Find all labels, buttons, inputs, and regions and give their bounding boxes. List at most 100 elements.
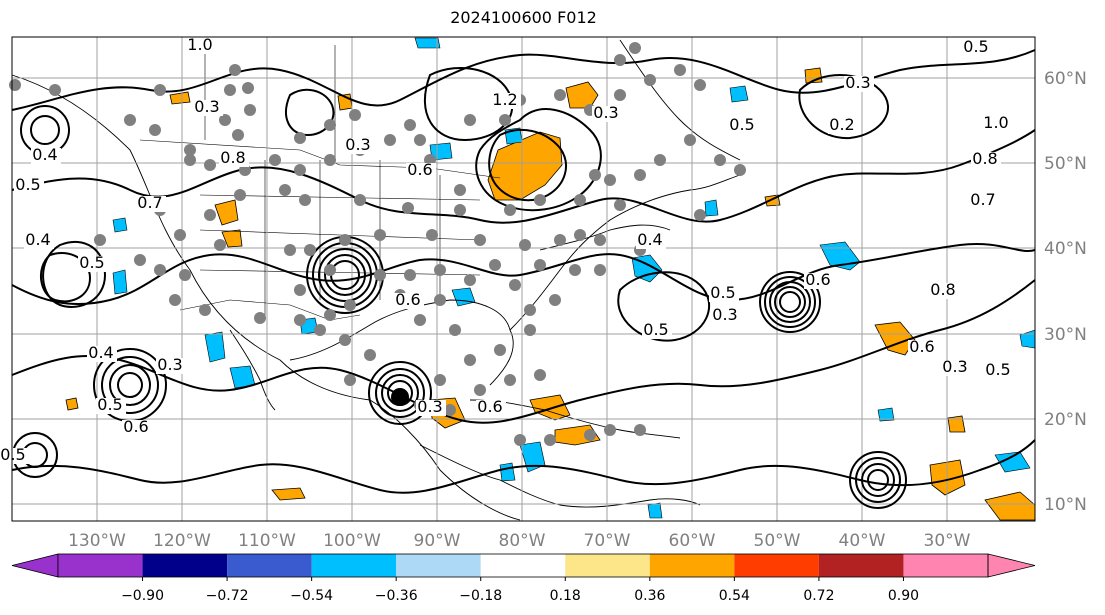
- contour-label-background: [728, 118, 758, 134]
- contour-label: 0.6: [123, 417, 148, 436]
- contour-label-background: [406, 163, 436, 179]
- station-dot: [524, 304, 536, 316]
- contour-label-background: [982, 116, 1012, 132]
- contour-label-background: [908, 340, 938, 356]
- colorbar-tick-label: −0.18: [459, 588, 502, 604]
- contour-label-background: [709, 286, 739, 302]
- contour-label: 0.5: [729, 115, 754, 134]
- longitude-label: 110°W: [238, 531, 296, 551]
- contour-label-background: [636, 233, 666, 249]
- station-dot: [554, 89, 566, 101]
- colorbar-tick-label: 0.54: [719, 588, 750, 604]
- station-dot: [544, 434, 556, 446]
- station-dot: [339, 234, 351, 246]
- station-dot: [499, 114, 511, 126]
- latitude-label: 30°N: [1044, 325, 1087, 345]
- station-dot: [554, 234, 566, 246]
- contour-label-background: [491, 93, 521, 109]
- contour-label: 1.2: [492, 90, 517, 109]
- longitude-label: 50°W: [754, 531, 801, 551]
- contour-label: 0.6: [395, 290, 420, 309]
- station-dot: [169, 294, 181, 306]
- station-dot: [339, 334, 351, 346]
- station-dot: [94, 234, 106, 246]
- contour-label-background: [971, 152, 1001, 168]
- station-dot: [494, 344, 506, 356]
- station-dot: [694, 209, 706, 221]
- colorbar-segment: [311, 554, 397, 577]
- station-dot: [504, 204, 516, 216]
- station-dot: [674, 64, 686, 76]
- contour-label-background: [87, 346, 117, 362]
- contour-label: 0.5: [97, 395, 122, 414]
- station-dot: [134, 254, 146, 266]
- station-dot: [594, 234, 606, 246]
- longitude-label: 60°W: [669, 531, 716, 551]
- station-dot: [364, 349, 376, 361]
- colorbar-segment: [142, 554, 228, 577]
- station-dot: [629, 42, 641, 54]
- station-dot: [324, 119, 336, 131]
- station-dot: [349, 109, 361, 121]
- station-dot: [149, 124, 161, 136]
- station-dot: [464, 274, 476, 286]
- station-dot: [124, 114, 136, 126]
- colorbar-right-arrow: [987, 553, 1036, 578]
- station-dot: [634, 424, 646, 436]
- colorbar-outline: [57, 553, 989, 578]
- station-dot: [604, 174, 616, 186]
- contour-label: 0.3: [417, 397, 442, 416]
- contour-label-background: [122, 420, 152, 436]
- station-dot: [224, 84, 236, 96]
- latitude-labels: 60°N 50°N 40°N 30°N 20°N 10°N: [1044, 69, 1087, 515]
- colorbar-segment: [565, 554, 650, 577]
- station-dot: [569, 264, 581, 276]
- station-dot: [694, 79, 706, 91]
- station-dot: [519, 239, 531, 251]
- station-dot: [589, 169, 601, 181]
- contour-label: 1.0: [187, 35, 212, 54]
- station-dot: [354, 194, 366, 206]
- longitude-label: 30°W: [924, 531, 971, 551]
- station-dot: [474, 384, 486, 396]
- station-dot: [184, 144, 196, 156]
- contour-label: 0.5: [643, 320, 668, 339]
- colorbar-tick-label: −0.54: [290, 588, 333, 604]
- contour-label-background: [642, 323, 672, 339]
- contour-label-background: [186, 38, 216, 54]
- station-dot: [434, 264, 446, 276]
- contour-label: 0.5: [0, 445, 25, 464]
- colorbar-tick-labels: −0.90 −0.72 −0.54 −0.36 −0.18 0.18 0.36 0.54 0.7…: [121, 577, 919, 604]
- station-dot: [279, 184, 291, 196]
- contour-label: 0.8: [220, 148, 245, 167]
- station-dot: [184, 154, 196, 166]
- station-dot: [524, 324, 536, 336]
- contour-label: 0.7: [137, 193, 162, 212]
- contour-label: 0.6: [407, 160, 432, 179]
- station-dot: [174, 229, 186, 241]
- map-frame: [11, 36, 1036, 522]
- station-dot: [304, 244, 316, 256]
- station-dot: [314, 324, 326, 336]
- contour-label: 0.6: [805, 270, 830, 289]
- contour-label: 1.0: [983, 113, 1008, 132]
- contour-label: 0.4: [637, 230, 662, 249]
- station-dot: [454, 204, 466, 216]
- longitude-labels: 130°W 120°W 110°W 100°W 90°W 80°W 70°W 60°W 50°W…: [68, 531, 971, 551]
- contour-label: 0.3: [593, 103, 618, 122]
- longitude-label: 100°W: [323, 531, 381, 551]
- contour-label-background: [962, 40, 992, 56]
- station-dot: [244, 104, 256, 116]
- contour-label-background: [156, 358, 186, 374]
- station-dot: [384, 134, 396, 146]
- contour-label: 0.5: [985, 360, 1010, 379]
- longitude-label: 70°W: [584, 531, 631, 551]
- station-dot: [404, 269, 416, 281]
- contour-label-background: [592, 106, 622, 122]
- contour-label: 0.3: [712, 305, 737, 324]
- contour-label-background: [394, 293, 424, 309]
- station-dot: [489, 259, 501, 271]
- latitude-label: 20°N: [1044, 410, 1087, 430]
- station-dot: [534, 259, 546, 271]
- colorbar-segment: [734, 554, 819, 577]
